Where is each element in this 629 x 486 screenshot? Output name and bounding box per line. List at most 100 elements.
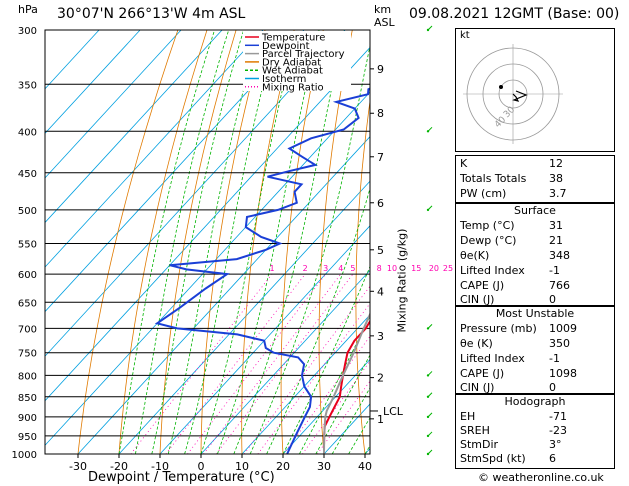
unstable-row: Pressure (mb) 1009 xyxy=(460,322,577,335)
mixing-ratio-label: 4 xyxy=(338,264,343,273)
isotherm-line xyxy=(45,30,182,179)
dry-adiabat-line xyxy=(77,30,179,454)
mixing-ratio-line xyxy=(203,273,342,454)
footer-credit: © weatheronline.co.uk xyxy=(478,471,604,484)
pressure-tick-label: 500 xyxy=(18,206,37,217)
isotherm-line xyxy=(159,225,370,454)
wet-adiabat-line xyxy=(118,30,215,454)
isotherm-line xyxy=(45,30,100,90)
pressure-tick-label: 300 xyxy=(18,26,37,37)
legend-label: Isotherm xyxy=(262,74,306,85)
hodograph-panel: 40 30 kt xyxy=(455,28,615,152)
wind-barb-dot xyxy=(426,374,430,377)
surface-row: θe(K) 348 xyxy=(460,249,570,262)
wind-barb-dot xyxy=(426,327,430,330)
mixing-ratio-line xyxy=(187,273,327,454)
km-tick-label: 7 xyxy=(377,151,384,164)
unstable-row: Lifted Index -1 xyxy=(460,352,560,365)
hodograph-ring-30: 30 xyxy=(502,105,517,120)
mixing-ratio-label: 15 xyxy=(411,264,421,273)
surface-title: Surface xyxy=(514,204,556,217)
wind-barb-dot xyxy=(426,434,430,438)
hodograph-table-panel: Hodograph EH -71 SREH -23 StmDir 3° StmSpd … xyxy=(455,393,615,469)
legend-label: Wet Adiabat xyxy=(262,66,323,77)
mixing-ratio-label: 8 xyxy=(377,264,382,273)
x-tick-label: 30 xyxy=(317,460,331,473)
x-tick-label: -30 xyxy=(69,460,87,473)
km-tick-label: 6 xyxy=(377,197,384,210)
hodograph-unit: kt xyxy=(460,30,470,41)
pressure-tick-label: 600 xyxy=(18,270,37,281)
surface-row: Temp (°C) 31 xyxy=(460,219,563,232)
pressure-tick-label: 700 xyxy=(18,324,37,335)
pressure-tick-label: 450 xyxy=(18,169,37,180)
mixing-ratio-line xyxy=(215,273,354,454)
surface-row: Dewp (°C) 21 xyxy=(460,234,563,247)
mixing-ratio-label: 10 xyxy=(387,264,397,273)
hodo-row: SREH -23 xyxy=(460,424,567,437)
x-tick-label: 0 xyxy=(198,460,205,473)
isotherm-line xyxy=(45,30,264,268)
surface-panel: Surface Temp (°C) 31 Dewp (°C) 21 θe(K) 348… xyxy=(455,202,615,307)
isotherm-line xyxy=(45,30,346,357)
hodograph-trace xyxy=(512,90,528,102)
unstable-title: Most Unstable xyxy=(495,307,575,320)
legend-label: Dewpoint xyxy=(262,41,310,52)
pressure-tick-label: 800 xyxy=(18,371,37,382)
x-tick-label: 20 xyxy=(276,460,290,473)
x-tick-label: 40 xyxy=(358,460,372,473)
lcl-label: LCL xyxy=(383,405,404,418)
mixing-ratio-line xyxy=(316,380,370,454)
wet-adiabat-line xyxy=(184,30,278,454)
hodo-row: EH -71 xyxy=(460,410,567,423)
hodo-row: StmDir 3° xyxy=(460,438,562,451)
unstable-row: CIN (J) 0 xyxy=(460,381,556,394)
isotherm-line xyxy=(282,358,370,454)
index-row-pw: PW (cm) 3.7 xyxy=(460,187,567,200)
index-row-tt: Totals Totals 38 xyxy=(460,172,563,185)
dry-adiabat-line xyxy=(159,30,237,454)
dewpoint-line xyxy=(154,87,370,454)
wind-barb-dot xyxy=(426,130,430,133)
legend-label: Mixing Ratio xyxy=(262,82,324,93)
pressure-tick-label: 550 xyxy=(18,239,37,250)
indices-panel: K 12 Totals Totals 38 PW (cm) 3.7 xyxy=(455,155,615,204)
unstable-row: CAPE (J) 1098 xyxy=(460,367,577,380)
x-tick-label: 10 xyxy=(235,460,249,473)
x-tick-label: -10 xyxy=(151,460,169,473)
asl-label: ASL xyxy=(374,16,395,29)
hodo-row: StmSpd (kt) 6 xyxy=(460,452,556,465)
wet-adiabat-line xyxy=(217,30,320,454)
surface-row: Lifted Index -1 xyxy=(460,264,560,277)
pressure-tick-label: 1000 xyxy=(12,450,37,461)
storm-motion-marker xyxy=(499,85,503,89)
unstable-row: θe (K) 350 xyxy=(460,337,570,350)
isotherm-line xyxy=(200,269,370,454)
pressure-tick-label: 950 xyxy=(18,432,37,443)
isotherm-line xyxy=(45,30,305,313)
pressure-tick-label: 850 xyxy=(18,393,37,404)
dry-adiabat-line xyxy=(280,30,324,454)
hodograph-table-title: Hodograph xyxy=(504,395,566,408)
km-tick-label: 5 xyxy=(377,244,384,257)
x-tick-label: -20 xyxy=(110,460,128,473)
pressure-tick-label: 750 xyxy=(18,349,37,360)
isotherm-line xyxy=(241,314,370,454)
pressure-tick-label: 900 xyxy=(18,413,37,424)
km-tick-label: 2 xyxy=(377,372,384,385)
parcel-trajectory-line xyxy=(323,311,370,454)
dry-adiabat-line xyxy=(200,30,266,454)
plot-frame xyxy=(44,29,371,455)
isotherm-line xyxy=(45,91,370,446)
index-row-k: K 12 xyxy=(460,157,563,170)
wind-barb-dot xyxy=(426,28,430,32)
temperature-line xyxy=(323,319,370,454)
location-title: 30°07'N 266°13'W 4m ASL xyxy=(57,6,246,22)
datetime-title: 09.08.2021 12GMT (Base: 00) xyxy=(409,6,620,22)
mixing-ratio-label: 25 xyxy=(443,264,453,273)
mixing-ratio-label: 2 xyxy=(303,264,308,273)
wind-barb-dot xyxy=(426,452,430,456)
unstable-panel: Most Unstable Pressure (mb) 1009 θe (K) 35… xyxy=(455,305,615,395)
isotherm-line xyxy=(45,30,223,224)
pressure-tick-label: 350 xyxy=(18,80,37,91)
